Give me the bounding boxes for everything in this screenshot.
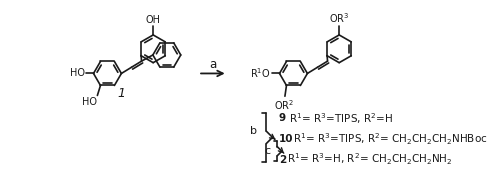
Text: HO: HO <box>82 97 96 107</box>
Text: OR$^2$: OR$^2$ <box>274 98 294 112</box>
Text: R$^1$= R$^3$=TIPS, R$^2$= CH$_2$CH$_2$CH$_2$NHBoc: R$^1$= R$^3$=TIPS, R$^2$= CH$_2$CH$_2$CH… <box>290 131 487 147</box>
Text: HO: HO <box>70 68 85 78</box>
Text: b: b <box>250 126 258 136</box>
Text: a: a <box>209 58 216 72</box>
Text: 10: 10 <box>278 134 293 144</box>
Text: R$^1$= R$^3$=H, R$^2$= CH$_2$CH$_2$CH$_2$NH$_2$: R$^1$= R$^3$=H, R$^2$= CH$_2$CH$_2$CH$_2… <box>284 152 452 168</box>
Text: 2: 2 <box>278 155 286 165</box>
Text: R$^1$= R$^3$=TIPS, R$^2$=H: R$^1$= R$^3$=TIPS, R$^2$=H <box>286 111 393 126</box>
Text: OR$^3$: OR$^3$ <box>329 11 349 25</box>
Text: R$^1$O: R$^1$O <box>250 66 271 80</box>
Text: c: c <box>264 146 270 156</box>
Text: 9: 9 <box>278 113 286 123</box>
Text: OH: OH <box>146 15 160 25</box>
Text: 1: 1 <box>118 87 126 100</box>
